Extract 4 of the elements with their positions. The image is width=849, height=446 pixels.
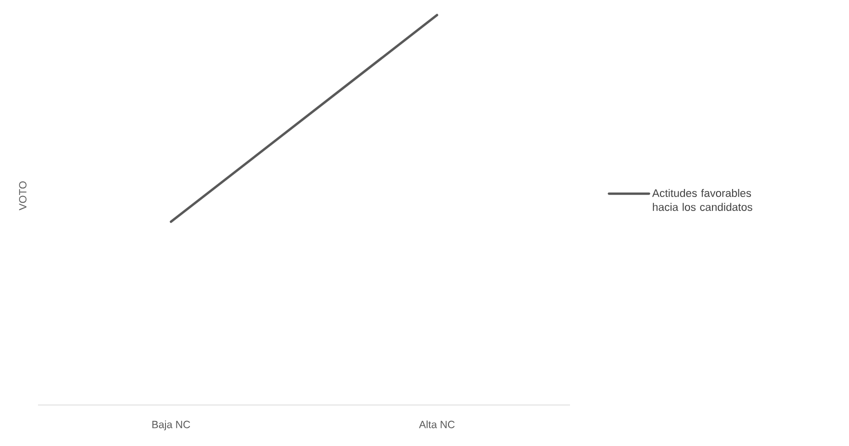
x-tick-label: Alta NC — [419, 420, 455, 428]
legend-label: Actitudes favorables hacia los candidatos — [652, 188, 752, 211]
y-axis-title: VOTO — [19, 181, 26, 210]
x-tick-label: Baja NC — [152, 420, 190, 430]
